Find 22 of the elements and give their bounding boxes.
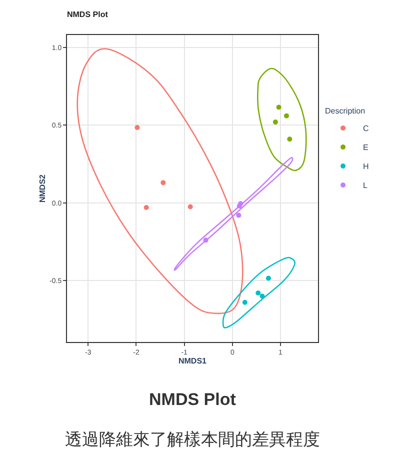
legend-label: L	[363, 181, 368, 190]
legend-title: Description	[325, 106, 366, 116]
chart-title: NMDS Plot	[66, 10, 108, 20]
point	[284, 113, 289, 118]
legend-label: E	[363, 143, 368, 152]
point	[287, 136, 292, 142]
y-axis-title: NMDS2	[38, 174, 48, 203]
point	[242, 300, 248, 305]
point	[276, 104, 282, 110]
legend-label: C	[363, 124, 370, 134]
point	[266, 276, 271, 281]
text: NMDS Plot	[149, 390, 236, 409]
point	[134, 124, 140, 130]
x-axis-title: NMDS1	[178, 356, 208, 366]
text: 透過降維來了解樣本間的差異程度	[65, 430, 320, 449]
legend-label: H	[363, 162, 370, 172]
point	[272, 120, 278, 125]
point	[188, 204, 193, 210]
point	[144, 205, 149, 210]
point	[160, 180, 166, 186]
point	[256, 290, 261, 296]
point	[236, 212, 242, 218]
